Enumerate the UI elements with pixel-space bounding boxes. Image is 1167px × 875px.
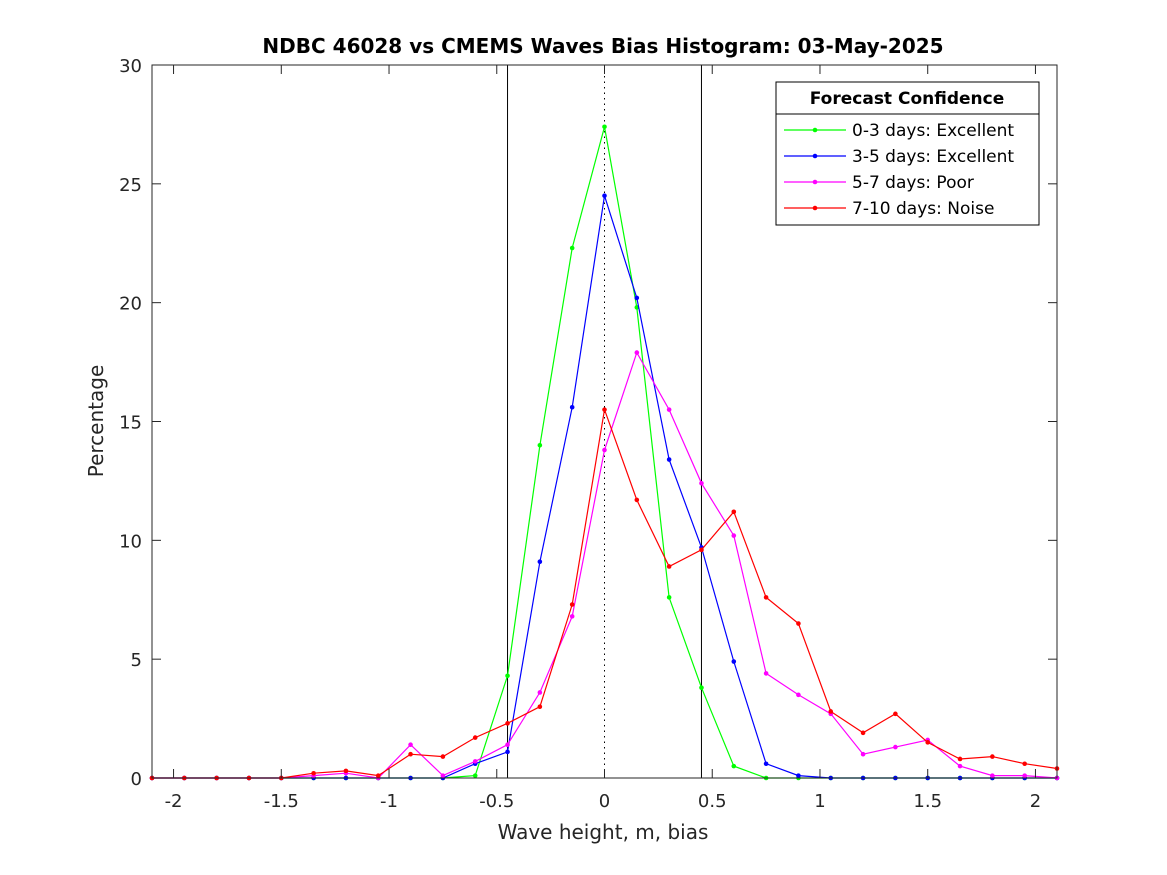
data-point [440, 773, 446, 778]
data-point [602, 447, 607, 453]
y-tick-label: 0 [131, 769, 142, 790]
data-point [408, 742, 413, 748]
data-point [763, 595, 769, 600]
data-point [569, 404, 575, 410]
data-point [699, 547, 704, 553]
x-tick-label: 0 [599, 791, 610, 812]
data-point [537, 442, 543, 448]
data-point [990, 773, 995, 778]
series-4 [149, 407, 1060, 781]
y-tick-label: 25 [119, 175, 142, 196]
legend-label: 7-10 days: Noise [852, 199, 994, 219]
legend-title-box [775, 81, 1040, 115]
data-point [699, 480, 704, 486]
legend-box [775, 113, 1040, 226]
data-point [569, 245, 575, 251]
reference-lines [507, 65, 702, 778]
y-tick-label: 10 [119, 531, 142, 552]
legend-title: Forecast Confidence [810, 89, 1005, 109]
data-point [537, 690, 543, 695]
data-point [408, 751, 413, 757]
data-point [731, 659, 737, 664]
data-point [634, 350, 640, 355]
legend-label: 0-3 days: Excellent [852, 121, 1014, 141]
data-point [505, 673, 510, 679]
data-point [472, 759, 478, 764]
y-axis-ticks: 0 5 10 15 20 25 30 [119, 56, 1057, 790]
data-point [925, 740, 931, 745]
data-point [537, 704, 543, 709]
legend-swatch-marker [812, 179, 818, 185]
legend-entries: 0-3 days: Excellent 3-5 days: Excellent 5-… [784, 121, 1014, 219]
data-point [440, 754, 446, 759]
data-point [537, 559, 543, 565]
data-point [990, 754, 995, 759]
data-point [893, 744, 898, 750]
x-axis-label: Wave height, m, bias [498, 820, 709, 844]
x-tick-label: -1 [380, 791, 398, 812]
data-point [602, 407, 607, 412]
data-point [731, 763, 737, 769]
data-point [505, 749, 510, 755]
data-point [375, 773, 381, 778]
x-tick-label: -0.5 [479, 791, 514, 812]
y-tick-label: 30 [119, 56, 142, 77]
data-point [860, 751, 866, 757]
data-point [472, 773, 478, 778]
data-point [569, 614, 575, 619]
data-point [1022, 773, 1027, 778]
legend-entry-2: 3-5 days: Excellent [784, 147, 1014, 167]
x-tick-label: 0.5 [698, 791, 727, 812]
data-point [731, 509, 737, 515]
data-point [796, 692, 801, 698]
data-point [957, 763, 963, 769]
data-point [666, 407, 672, 412]
data-point [634, 295, 640, 301]
x-tick-label: 1 [814, 791, 825, 812]
y-tick-label: 15 [119, 413, 142, 434]
x-tick-label: -1.5 [264, 791, 299, 812]
data-point [893, 711, 898, 717]
y-axis-label: Percentage [84, 365, 108, 478]
data-point [666, 564, 672, 569]
data-point [796, 621, 801, 626]
legend-entry-1: 0-3 days: Excellent [784, 121, 1014, 141]
data-point [505, 721, 510, 726]
legend-entry-4: 7-10 days: Noise [784, 199, 994, 219]
legend-swatch-marker [812, 127, 818, 133]
legend: Forecast Confidence 0-3 days: Excellent 3… [775, 81, 1040, 226]
data-point [505, 742, 510, 748]
x-tick-label: 2 [1030, 791, 1041, 812]
y-tick-label: 5 [131, 650, 142, 671]
x-axis-ticks: -2 -1.5 -1 -0.5 0 0.5 1 1.5 2 [165, 65, 1041, 812]
data-point [343, 768, 349, 774]
legend-label: 3-5 days: Excellent [852, 147, 1014, 167]
data-point [763, 671, 769, 676]
data-point [666, 595, 672, 600]
legend-swatch-marker [812, 205, 818, 211]
data-point [602, 193, 607, 199]
data-point [731, 533, 737, 538]
legend-swatch-marker [812, 153, 818, 159]
data-point [311, 770, 316, 776]
data-point [957, 756, 963, 762]
x-tick-label: -2 [165, 791, 183, 812]
data-point [634, 497, 640, 503]
chart-title: NDBC 46028 vs CMEMS Waves Bias Histogram… [262, 34, 943, 58]
data-point [1022, 761, 1027, 767]
y-tick-label: 20 [119, 294, 142, 315]
legend-entry-3: 5-7 days: Poor [784, 173, 974, 193]
data-point [666, 457, 672, 462]
data-point [828, 709, 834, 714]
data-point [699, 685, 704, 690]
data-point [763, 761, 769, 767]
x-tick-label: 1.5 [913, 791, 942, 812]
legend-label: 5-7 days: Poor [852, 173, 974, 193]
data-point [860, 730, 866, 736]
data-point [602, 124, 607, 130]
data-point [569, 602, 575, 607]
data-point [472, 735, 478, 740]
data-point [796, 773, 801, 778]
